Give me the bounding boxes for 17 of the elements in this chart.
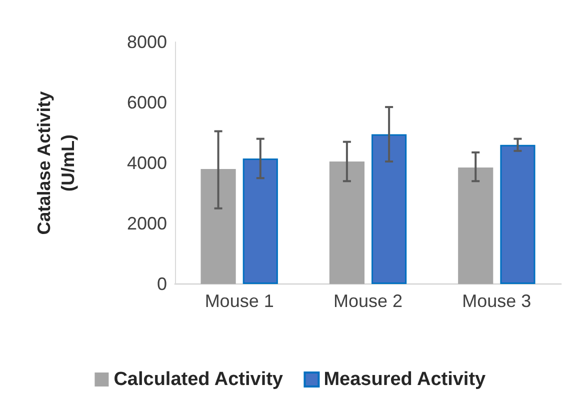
- x-tick-label: Mouse 2: [333, 291, 403, 311]
- legend-label: Measured Activity: [324, 369, 486, 390]
- x-tick-label: Mouse 3: [462, 291, 532, 311]
- y-tick-label: 6000: [126, 92, 167, 112]
- bar: [200, 169, 236, 284]
- bar: [372, 134, 407, 284]
- y-tick-label: 2000: [126, 214, 167, 234]
- y-axis-title: Catalase Activity (U/mL): [34, 91, 78, 235]
- x-tick-label: Mouse 1: [204, 291, 274, 311]
- legend-label: Calculated Activity: [114, 369, 284, 390]
- bar: [242, 158, 278, 284]
- y-tick-label: 8000: [126, 32, 167, 52]
- bar: [500, 144, 536, 284]
- y-tick-label: 0: [156, 274, 167, 294]
- bar: [458, 168, 494, 284]
- y-tick-label: 4000: [126, 153, 167, 173]
- bar: [329, 161, 364, 284]
